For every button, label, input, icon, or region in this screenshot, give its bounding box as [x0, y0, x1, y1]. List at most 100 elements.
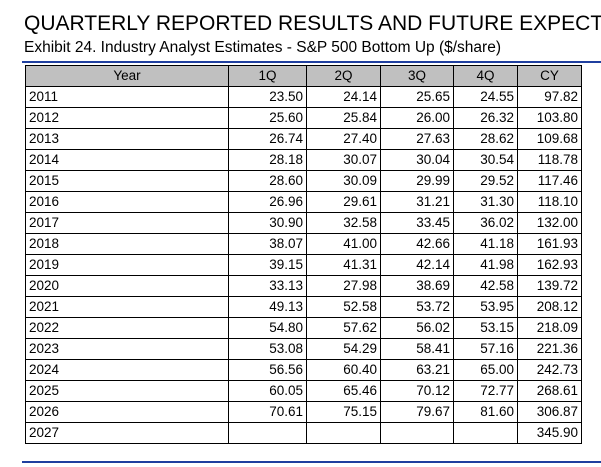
value-cell: 65.00	[453, 359, 518, 381]
table-row: 2026 70.61 75.15 79.67 81.60 306.87	[25, 401, 582, 423]
table-body: 2011 23.50 24.14 25.65 24.55 97.82 2012 25.60 25…	[25, 86, 582, 444]
year-cell: 2018	[25, 233, 229, 255]
value-cell: 63.21	[380, 359, 454, 381]
value-cell: 38.69	[380, 275, 454, 297]
value-cell: 49.13	[228, 296, 307, 318]
table-row: 2022 54.80 57.62 56.02 53.15 218.09	[25, 317, 582, 339]
value-cell: 268.61	[517, 380, 582, 402]
value-cell: 60.05	[228, 380, 307, 402]
value-cell: 70.12	[380, 380, 454, 402]
year-cell: 2024	[25, 359, 229, 381]
value-cell: 30.09	[306, 170, 381, 192]
value-cell: 221.36	[517, 338, 582, 360]
year-cell: 2011	[25, 86, 229, 108]
value-cell: 39.15	[228, 254, 307, 276]
value-cell: 25.60	[228, 107, 307, 129]
year-cell: 2019	[25, 254, 229, 276]
value-cell: 26.00	[380, 107, 454, 129]
column-header: CY	[517, 65, 582, 87]
value-cell: 33.45	[380, 212, 454, 234]
table-row: 2024 56.56 60.40 63.21 65.00 242.73	[25, 359, 582, 381]
table-row: 2021 49.13 52.58 53.72 53.95 208.12	[25, 296, 582, 318]
column-header: Year	[25, 65, 229, 87]
value-cell: 57.62	[306, 317, 381, 339]
value-cell: 161.93	[517, 233, 582, 255]
value-cell: 27.63	[380, 128, 454, 150]
value-cell: 60.40	[306, 359, 381, 381]
table-row: 2020 33.13 27.98 38.69 42.58 139.72	[25, 275, 582, 297]
title: QUARTERLY REPORTED RESULTS AND FUTURE EX…	[24, 12, 601, 35]
year-cell: 2017	[25, 212, 229, 234]
table-row: 2016 26.96 29.61 31.21 31.30 118.10	[25, 191, 582, 213]
value-cell: 65.46	[306, 380, 381, 402]
subtitle: Exhibit 24. Industry Analyst Estimates -…	[24, 39, 501, 56]
value-cell: 345.90	[517, 422, 582, 444]
value-cell: 29.61	[306, 191, 381, 213]
year-cell: 2022	[25, 317, 229, 339]
value-cell: 30.04	[380, 149, 454, 171]
value-cell: 53.95	[453, 296, 518, 318]
column-header: 1Q	[228, 65, 307, 87]
table-row: 2018 38.07 41.00 42.66 41.18 161.93	[25, 233, 582, 255]
value-cell: 72.77	[453, 380, 518, 402]
value-cell: 208.12	[517, 296, 582, 318]
value-cell	[380, 422, 454, 444]
value-cell: 29.52	[453, 170, 518, 192]
value-cell: 29.99	[380, 170, 454, 192]
value-cell: 109.68	[517, 128, 582, 150]
year-cell: 2025	[25, 380, 229, 402]
value-cell: 162.93	[517, 254, 582, 276]
estimates-table: Year 1Q 2Q 3Q 4Q CY 2011 23.50 24.14 25.65 24.55 9…	[25, 65, 582, 444]
value-cell: 28.18	[228, 149, 307, 171]
table-row: 2019 39.15 41.31 42.14 41.98 162.93	[25, 254, 582, 276]
year-cell: 2020	[25, 275, 229, 297]
table-row: 2017 30.90 32.58 33.45 36.02 132.00	[25, 212, 582, 234]
value-cell: 41.18	[453, 233, 518, 255]
value-cell: 26.74	[228, 128, 307, 150]
value-cell	[228, 422, 307, 444]
value-cell: 36.02	[453, 212, 518, 234]
table-row: 2011 23.50 24.14 25.65 24.55 97.82	[25, 86, 582, 108]
year-cell: 2015	[25, 170, 229, 192]
value-cell: 242.73	[517, 359, 582, 381]
divider	[22, 61, 601, 63]
value-cell: 118.10	[517, 191, 582, 213]
header-row: Year 1Q 2Q 3Q 4Q CY	[25, 65, 582, 87]
value-cell: 25.65	[380, 86, 454, 108]
value-cell: 42.66	[380, 233, 454, 255]
year-cell: 2014	[25, 149, 229, 171]
value-cell: 30.07	[306, 149, 381, 171]
table-row: 2015 28.60 30.09 29.99 29.52 117.46	[25, 170, 582, 192]
value-cell: 79.67	[380, 401, 454, 423]
value-cell: 58.41	[380, 338, 454, 360]
value-cell: 139.72	[517, 275, 582, 297]
value-cell: 306.87	[517, 401, 582, 423]
value-cell: 53.08	[228, 338, 307, 360]
value-cell: 42.58	[453, 275, 518, 297]
value-cell: 27.98	[306, 275, 381, 297]
value-cell: 41.00	[306, 233, 381, 255]
divider	[22, 461, 601, 463]
value-cell: 56.02	[380, 317, 454, 339]
column-header: 4Q	[453, 65, 518, 87]
value-cell: 27.40	[306, 128, 381, 150]
value-cell	[453, 422, 518, 444]
year-cell: 2026	[25, 401, 229, 423]
value-cell: 24.14	[306, 86, 381, 108]
value-cell: 52.58	[306, 296, 381, 318]
value-cell: 26.32	[453, 107, 518, 129]
value-cell: 118.78	[517, 149, 582, 171]
value-cell	[306, 422, 381, 444]
table-row: 2025 60.05 65.46 70.12 72.77 268.61	[25, 380, 582, 402]
value-cell: 103.80	[517, 107, 582, 129]
column-header: 2Q	[306, 65, 381, 87]
value-cell: 117.46	[517, 170, 582, 192]
value-cell: 31.30	[453, 191, 518, 213]
value-cell: 81.60	[453, 401, 518, 423]
value-cell: 218.09	[517, 317, 582, 339]
value-cell: 41.31	[306, 254, 381, 276]
value-cell: 30.90	[228, 212, 307, 234]
value-cell: 70.61	[228, 401, 307, 423]
year-cell: 2016	[25, 191, 229, 213]
